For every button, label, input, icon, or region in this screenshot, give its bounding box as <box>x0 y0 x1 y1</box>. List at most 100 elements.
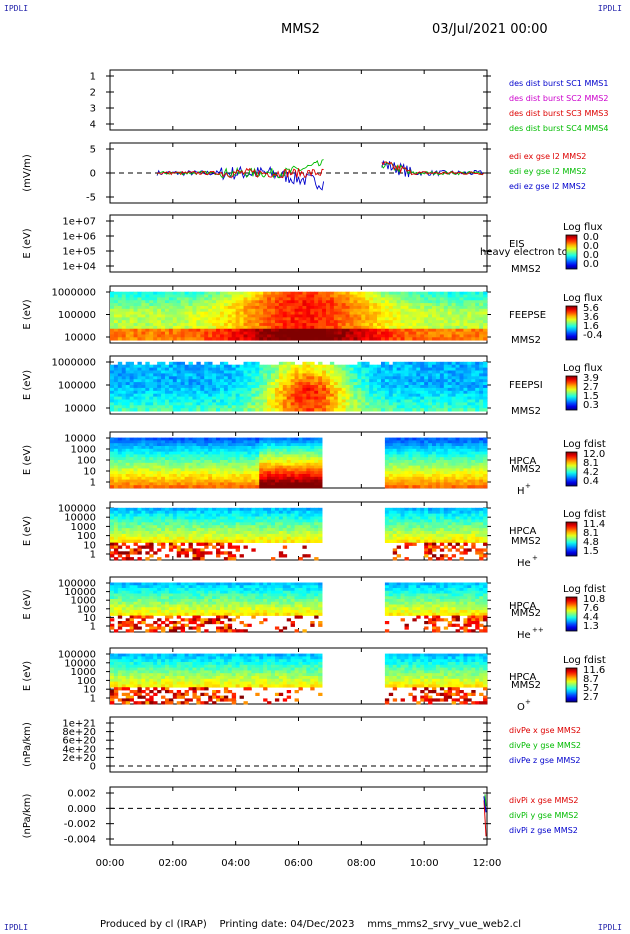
heatmap-cell <box>396 373 402 377</box>
heatmap-cell <box>223 376 229 380</box>
heatmap-cell <box>329 300 335 304</box>
heatmap-cell <box>278 382 284 386</box>
heatmap-cell <box>384 448 390 452</box>
heatmap-cell <box>353 308 358 313</box>
heatmap-cell <box>110 320 115 324</box>
heatmap-cell <box>129 399 134 403</box>
heatmap-cell <box>314 440 319 444</box>
heatmap-cell <box>479 393 484 397</box>
heatmap-cell <box>322 294 327 298</box>
heatmap-cell <box>216 367 221 371</box>
heatmap-cell <box>184 476 189 480</box>
heatmap-cell <box>475 367 480 371</box>
heatmap-cell <box>263 334 268 338</box>
heatmap-cell <box>133 317 138 321</box>
heatmap-cell <box>176 437 182 441</box>
heatmap-cell <box>259 482 264 486</box>
heatmap-cell <box>318 448 323 452</box>
heatmap-cell <box>377 390 382 395</box>
heatmap-cell <box>196 408 201 412</box>
heatmap-cell <box>361 373 366 377</box>
heatmap-cell <box>408 443 413 447</box>
heatmap-cell <box>274 297 280 301</box>
heatmap-cell <box>243 308 248 313</box>
heatmap-cell <box>384 379 390 383</box>
heatmap-cell <box>196 471 201 475</box>
heatmap-cell <box>251 396 256 400</box>
heatmap-cell <box>255 402 260 406</box>
heatmap-cell <box>428 328 433 332</box>
heatmap-cell <box>286 396 292 400</box>
heatmap-cell <box>361 337 366 341</box>
heatmap-cell <box>216 465 221 469</box>
heatmap-cell <box>451 303 456 307</box>
heatmap-cell <box>412 446 417 450</box>
heatmap-cell <box>137 367 142 371</box>
heatmap-cell <box>302 448 307 452</box>
heatmap-cell <box>318 370 323 374</box>
heatmap-cell <box>333 300 339 304</box>
heatmap-cell <box>294 437 299 441</box>
heatmap-cell <box>219 405 225 409</box>
heatmap-cell <box>153 317 158 321</box>
heatmap-cell <box>475 396 480 400</box>
heatmap-cell <box>180 465 186 469</box>
heatmap-cell <box>416 396 421 400</box>
heatmap-cell <box>420 361 425 366</box>
heatmap-cell <box>216 448 221 452</box>
heatmap-cell <box>113 311 119 315</box>
heatmap-cell <box>153 402 158 406</box>
heatmap-cell <box>290 334 295 338</box>
heatmap-cell <box>424 370 429 374</box>
heatmap-cell <box>404 440 409 444</box>
heatmap-cell <box>251 379 256 383</box>
heatmap-cell <box>345 331 350 335</box>
heatmap-cell <box>149 379 154 383</box>
heatmap-cell <box>137 361 142 366</box>
heatmap-cell <box>208 317 213 321</box>
heatmap-cell <box>157 337 162 341</box>
heatmap-cell <box>227 402 233 406</box>
heatmap-cell <box>239 454 244 458</box>
heatmap-cell <box>188 448 193 452</box>
heatmap-cell <box>302 311 307 315</box>
heatmap-cell <box>278 323 284 327</box>
heatmap-cell <box>184 382 189 386</box>
heatmap-cell <box>400 482 405 486</box>
heatmap-cell <box>117 308 123 313</box>
heatmap-cell <box>208 305 213 310</box>
heatmap-cell <box>247 448 252 452</box>
heatmap-cell <box>471 382 476 386</box>
heatmap-cell <box>208 387 213 392</box>
heatmap-cell <box>404 337 409 341</box>
heatmap-cell <box>255 387 260 392</box>
heatmap-cell <box>443 482 449 486</box>
legend-entry: des dist burst SC3 MMS3 <box>509 109 608 118</box>
heatmap-cell <box>216 323 221 327</box>
heatmap-cell <box>153 448 158 452</box>
heatmap-cell <box>420 294 425 298</box>
heatmap-cell <box>408 399 413 403</box>
heatmap-cell <box>333 297 339 301</box>
heatmap-cell <box>235 440 240 444</box>
heatmap-cell <box>219 451 225 455</box>
heatmap-cell <box>353 390 358 395</box>
heatmap-cell <box>227 393 233 397</box>
heatmap-cell <box>145 440 150 444</box>
heatmap-cell <box>153 323 158 327</box>
heatmap-cell <box>361 385 366 389</box>
heatmap-cell <box>428 465 433 469</box>
heatmap-cell <box>227 468 233 472</box>
heatmap-cell <box>310 476 315 480</box>
y-tick-label: 1e+04 <box>62 262 96 273</box>
heatmap-cell <box>196 303 201 307</box>
heatmap-cell <box>117 314 123 318</box>
heatmap-cell <box>113 387 119 392</box>
heatmap-cell <box>294 451 299 455</box>
heatmap-cell <box>172 317 178 321</box>
heatmap-cell <box>322 405 327 409</box>
heatmap-cell <box>388 311 394 315</box>
heatmap-cell <box>125 382 131 386</box>
heatmap-cell <box>137 308 142 313</box>
heatmap-cell <box>306 294 311 298</box>
